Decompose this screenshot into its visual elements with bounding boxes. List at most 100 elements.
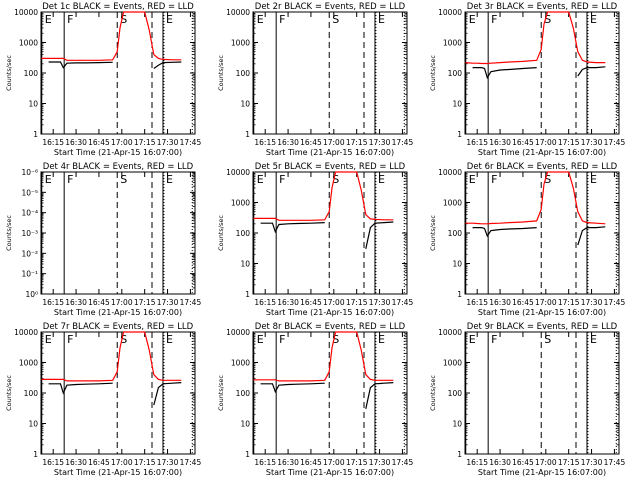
marker-label: E	[378, 13, 385, 26]
y-tick-label: 100	[448, 389, 463, 398]
y-axis-label: Counts/sec	[429, 375, 437, 411]
y-tick-label: 10000	[14, 328, 38, 337]
x-tick-label: 17:00	[323, 138, 345, 147]
marker-label: F	[491, 13, 497, 26]
marker-label: F	[491, 173, 497, 186]
y-tick-label: 10000	[226, 328, 250, 337]
y-tick-label: 1000	[19, 39, 38, 48]
x-tick-label: 17:15	[346, 458, 368, 467]
y-axis-label: Counts/sec	[5, 375, 13, 411]
x-tick-label: 17:45	[180, 298, 202, 307]
y-tick-label: 10⁻¹	[21, 270, 38, 279]
y-tick-label: 100	[236, 229, 251, 238]
marker-label: S	[544, 173, 551, 186]
y-tick-label: 1000	[443, 39, 462, 48]
y-tick-label: 1	[245, 130, 250, 139]
y-tick-label: 1	[33, 450, 38, 459]
y-tick-label: 100	[236, 69, 251, 78]
panel-title: Det 3r BLACK = Events, RED = LLD	[467, 2, 618, 12]
panel-det-9: Det 9r BLACK = Events, RED = LLD Counts/s…	[429, 322, 625, 477]
y-tick-label: 10⁻⁴	[21, 209, 38, 218]
x-tick-label: 16:30	[277, 298, 299, 307]
x-tick-label: 16:30	[65, 298, 87, 307]
x-tick-label: 17:30	[369, 458, 391, 467]
x-tick-label: 16:30	[489, 458, 511, 467]
x-tick-label: 16:15	[466, 458, 488, 467]
x-axis-label: Start Time (21-Apr-15 16:07:00)	[478, 148, 606, 157]
y-axis-label: Counts/sec	[429, 55, 437, 91]
y-tick-label: 10000	[226, 168, 250, 177]
panel-det-3: Det 3r BLACK = Events, RED = LLD Counts/s…	[429, 2, 625, 157]
x-tick-label: 16:15	[254, 298, 276, 307]
x-axis-label: Start Time (21-Apr-15 16:07:00)	[54, 468, 182, 477]
x-tick-label: 17:00	[323, 458, 345, 467]
panel-title: Det 1c BLACK = Events, RED = LLD	[42, 2, 194, 12]
y-tick-label: 1000	[231, 39, 250, 48]
y-tick-label: 1000	[443, 199, 462, 208]
series-events	[472, 66, 606, 80]
x-tick-label: 16:30	[489, 138, 511, 147]
x-axis-label: Start Time (21-Apr-15 16:07:00)	[266, 468, 394, 477]
x-tick-label: 17:45	[604, 138, 626, 147]
panel-title: Det 5r BLACK = Events, RED = LLD	[255, 162, 406, 172]
marker-label: E	[166, 333, 173, 346]
y-tick-label: 10⁻⁶	[21, 168, 38, 177]
y-axis-label: Counts/sec	[5, 55, 13, 91]
series-lld	[41, 331, 182, 382]
y-tick-label: 10000	[226, 8, 250, 17]
x-tick-label: 16:15	[254, 458, 276, 467]
x-tick-label: 17:30	[581, 138, 603, 147]
marker-label: E	[45, 333, 52, 346]
x-tick-label: 17:30	[369, 138, 391, 147]
panel-det-1: Det 1c BLACK = Events, RED = LLD Counts/s…	[5, 2, 201, 157]
y-axis-label: Counts/sec	[5, 215, 13, 251]
marker-label: E	[257, 13, 264, 26]
marker-label: S	[120, 13, 127, 26]
panel-det-2: Det 2r BLACK = Events, RED = LLD Counts/s…	[217, 2, 413, 157]
y-tick-label: 1	[33, 130, 38, 139]
y-tick-label: 10⁻²	[21, 249, 38, 258]
panel-title: Det 6r BLACK = Events, RED = LLD	[467, 162, 618, 172]
marker-label: E	[257, 333, 264, 346]
y-tick-label: 10000	[438, 8, 462, 17]
x-tick-label: 16:15	[254, 138, 276, 147]
y-tick-label: 1	[457, 130, 462, 139]
marker-label: S	[332, 173, 339, 186]
marker-label: S	[544, 13, 551, 26]
series-events	[48, 61, 182, 69]
x-tick-label: 17:45	[392, 298, 414, 307]
y-tick-label: 10000	[14, 8, 38, 17]
y-tick-label: 100	[24, 69, 39, 78]
marker-label: E	[590, 173, 597, 186]
panel-det-4: Det 4r BLACK = Events, RED = LLD Counts/s…	[5, 162, 201, 317]
y-tick-label: 10000	[438, 328, 462, 337]
panel-det-7: Det 7r BLACK = Events, RED = LLD Counts/s…	[5, 322, 201, 477]
y-tick-label: 10	[240, 260, 250, 269]
x-tick-label: 17:45	[180, 138, 202, 147]
x-tick-label: 16:45	[300, 138, 322, 147]
marker-label: S	[544, 333, 551, 346]
x-tick-label: 16:45	[88, 458, 110, 467]
marker-label: E	[469, 13, 476, 26]
x-tick-label: 17:15	[558, 298, 580, 307]
x-axis-label: Start Time (21-Apr-15 16:07:00)	[266, 308, 394, 317]
x-tick-label: 17:00	[111, 298, 133, 307]
panel-det-5: Det 5r BLACK = Events, RED = LLD Counts/s…	[217, 162, 413, 317]
x-tick-label: 17:30	[581, 298, 603, 307]
x-tick-label: 17:30	[157, 458, 179, 467]
x-tick-label: 17:00	[323, 298, 345, 307]
y-tick-label: 10	[452, 260, 462, 269]
y-tick-label: 10	[28, 420, 38, 429]
x-axis-label: Start Time (21-Apr-15 16:07:00)	[54, 308, 182, 317]
y-tick-label: 10	[28, 100, 38, 109]
x-tick-label: 17:00	[111, 138, 133, 147]
x-tick-label: 17:45	[180, 458, 202, 467]
y-tick-label: 1	[245, 290, 250, 299]
panel-det-6: Det 6r BLACK = Events, RED = LLD Counts/s…	[429, 162, 625, 317]
series-events	[472, 226, 606, 246]
x-tick-label: 17:30	[581, 458, 603, 467]
marker-label: E	[378, 333, 385, 346]
panel-title: Det 2r BLACK = Events, RED = LLD	[255, 2, 406, 12]
y-tick-label: 100	[448, 229, 463, 238]
